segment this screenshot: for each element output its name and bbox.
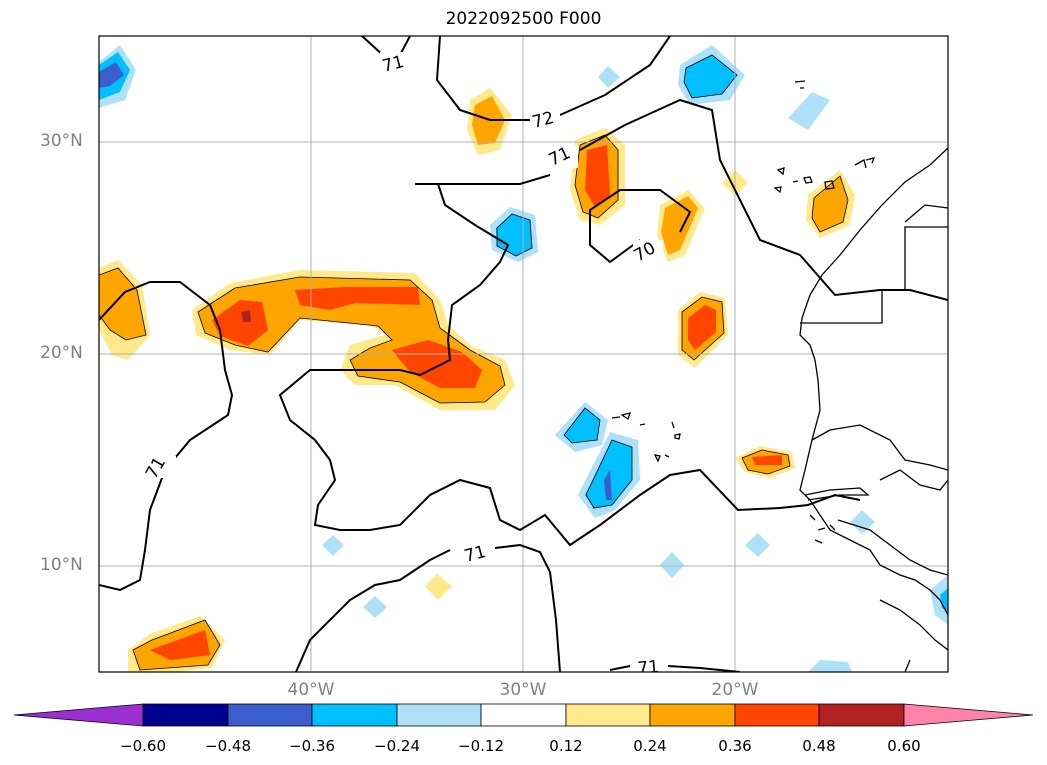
colorbar-swatch <box>565 703 651 727</box>
western-sahara-border <box>800 226 948 324</box>
colorbar-tick: −0.12 <box>458 737 504 755</box>
lat-label: 20°N <box>40 343 83 363</box>
negative-anomaly <box>850 510 875 534</box>
colorbar-tick: −0.48 <box>205 737 251 755</box>
negative-anomaly <box>604 470 612 500</box>
positive-anomaly-band-peak <box>295 287 420 310</box>
positive-anomaly <box>752 455 782 465</box>
contour-71-south <box>295 543 561 672</box>
colorbar-swatch <box>649 703 736 727</box>
max-anomaly <box>241 310 251 322</box>
positive-anomaly <box>585 145 610 207</box>
plot-frame <box>98 35 949 673</box>
colorbar-swatch <box>818 703 905 727</box>
mali-border <box>879 469 948 491</box>
height-contours <box>99 36 948 672</box>
negative-anomaly <box>940 588 948 612</box>
contour-71-se <box>609 665 741 672</box>
negative-anomaly <box>788 92 830 130</box>
colorbar-swatch <box>227 703 313 727</box>
africa-coast <box>799 147 948 616</box>
lon-label: 30°W <box>499 680 547 700</box>
lat-label: 10°N <box>40 555 83 575</box>
positive-anomaly-band-peak <box>392 340 482 388</box>
colorbar-swatch <box>480 703 567 727</box>
coast-lower <box>879 599 948 672</box>
gridlines <box>99 36 948 672</box>
colorbar-extend-high <box>903 703 1034 727</box>
coastlines <box>611 80 948 672</box>
contour-70 <box>589 189 692 264</box>
positive-anomaly <box>99 268 146 340</box>
colorbar-tick: −0.36 <box>289 737 335 755</box>
negative-anomaly <box>598 66 620 88</box>
lat-label: 30°N <box>40 131 83 151</box>
canary-islands <box>773 157 876 194</box>
negative-anomaly <box>363 596 387 618</box>
contour-label: 71 <box>637 657 660 679</box>
positive-anomaly <box>150 630 210 660</box>
senegal-border <box>811 424 948 471</box>
colorbar-tick: 0.36 <box>718 737 752 755</box>
positive-anomaly <box>425 574 452 600</box>
bissagos-islands <box>809 514 836 544</box>
colorbar-tick: 0.12 <box>549 737 583 755</box>
colorbar-swatch <box>311 703 398 727</box>
negative-anomaly <box>745 533 770 557</box>
contour-71 <box>415 98 948 301</box>
cape-verde-islands <box>611 412 681 463</box>
contour-label-backgrounds <box>148 52 664 672</box>
contour-71-main <box>278 183 861 547</box>
negative-anomaly <box>930 575 948 625</box>
positive-anomaly <box>812 176 848 232</box>
colorbar-swatch <box>734 703 820 727</box>
colorbar-swatch <box>396 703 482 727</box>
guinea-border <box>837 519 948 576</box>
negative-anomaly <box>808 660 852 672</box>
plot-area: 71 72 71 70 71 71 71 <box>99 36 948 679</box>
map-title: 2022092500 F000 <box>445 9 602 29</box>
colorbar <box>13 703 1034 727</box>
colorbar-extend-low <box>13 703 144 727</box>
colorbar-swatch <box>142 703 229 727</box>
contour-72 <box>435 36 671 121</box>
positive-anomaly <box>688 305 716 350</box>
azores-islands <box>794 80 806 89</box>
negative-anomaly <box>660 552 684 578</box>
contour-71-west <box>99 281 234 592</box>
positive-anomaly-band-peak <box>212 300 268 346</box>
lon-label: 40°W <box>287 680 335 700</box>
negative-anomaly <box>684 55 737 98</box>
colorbar-tick: −0.60 <box>120 737 166 755</box>
colorbar-tick: 0.48 <box>802 737 836 755</box>
colorbar-tick: 0.24 <box>633 737 667 755</box>
negative-anomaly <box>322 535 344 556</box>
colorbar-tick: 0.60 <box>887 737 921 755</box>
mauritania-border <box>904 204 948 223</box>
lon-label: 20°W <box>711 680 759 700</box>
negative-anomaly <box>99 62 124 88</box>
gambia-border <box>804 487 870 501</box>
colorbar-tick: −0.24 <box>374 737 420 755</box>
negative-anomaly <box>564 408 600 443</box>
